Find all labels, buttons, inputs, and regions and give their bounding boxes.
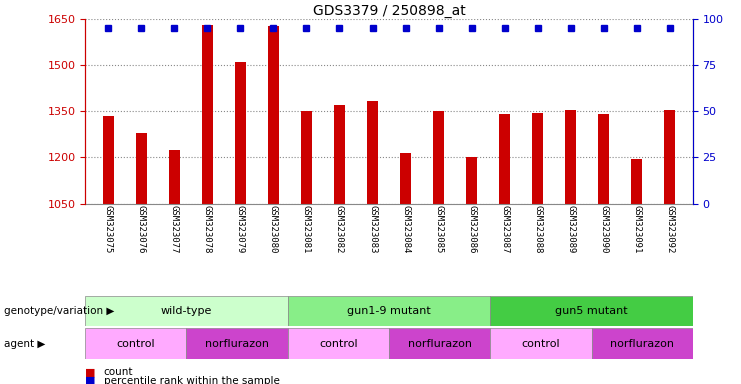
Text: GSM323080: GSM323080 xyxy=(269,205,278,254)
Text: wild-type: wild-type xyxy=(161,306,212,316)
Bar xyxy=(466,157,477,204)
Text: norflurazon: norflurazon xyxy=(610,339,674,349)
Text: GSM323075: GSM323075 xyxy=(104,205,113,254)
Bar xyxy=(664,110,676,204)
Text: GSM323083: GSM323083 xyxy=(368,205,377,254)
Text: control: control xyxy=(319,339,358,349)
Bar xyxy=(598,114,609,204)
Bar xyxy=(389,328,491,359)
Text: GSM323087: GSM323087 xyxy=(500,205,509,254)
Text: GSM323082: GSM323082 xyxy=(335,205,344,254)
Bar xyxy=(399,153,411,204)
Text: percentile rank within the sample: percentile rank within the sample xyxy=(104,376,279,384)
Bar xyxy=(268,26,279,204)
Bar xyxy=(591,328,693,359)
Title: GDS3379 / 250898_at: GDS3379 / 250898_at xyxy=(313,4,465,18)
Text: GSM323092: GSM323092 xyxy=(665,205,674,254)
Bar xyxy=(169,150,180,204)
Text: norflurazon: norflurazon xyxy=(205,339,269,349)
Text: GSM323079: GSM323079 xyxy=(236,205,245,254)
Bar xyxy=(288,296,491,326)
Bar xyxy=(367,101,379,204)
Bar xyxy=(136,133,147,204)
Text: count: count xyxy=(104,367,133,377)
Bar xyxy=(288,328,389,359)
Bar xyxy=(202,25,213,204)
Text: GSM323078: GSM323078 xyxy=(203,205,212,254)
Bar xyxy=(565,110,576,204)
Text: genotype/variation ▶: genotype/variation ▶ xyxy=(4,306,114,316)
Bar xyxy=(85,328,187,359)
Bar xyxy=(85,296,288,326)
Text: GSM323091: GSM323091 xyxy=(632,205,641,254)
Text: gun1-9 mutant: gun1-9 mutant xyxy=(347,306,431,316)
Bar xyxy=(301,111,312,204)
Text: ■: ■ xyxy=(85,367,96,377)
Bar xyxy=(333,105,345,204)
Bar xyxy=(499,114,511,204)
Bar xyxy=(631,159,642,204)
Bar xyxy=(235,62,246,204)
Text: norflurazon: norflurazon xyxy=(408,339,472,349)
Text: GSM323085: GSM323085 xyxy=(434,205,443,254)
Text: GSM323081: GSM323081 xyxy=(302,205,311,254)
Bar xyxy=(532,113,543,204)
Text: GSM323088: GSM323088 xyxy=(533,205,542,254)
Bar xyxy=(491,296,693,326)
Text: agent ▶: agent ▶ xyxy=(4,339,45,349)
Text: control: control xyxy=(522,339,560,349)
Bar xyxy=(491,328,591,359)
Bar xyxy=(187,328,288,359)
Bar xyxy=(433,111,445,204)
Text: GSM323086: GSM323086 xyxy=(467,205,476,254)
Bar xyxy=(102,116,114,204)
Text: GSM323089: GSM323089 xyxy=(566,205,575,254)
Text: GSM323090: GSM323090 xyxy=(599,205,608,254)
Text: GSM323076: GSM323076 xyxy=(137,205,146,254)
Text: gun5 mutant: gun5 mutant xyxy=(555,306,628,316)
Text: GSM323084: GSM323084 xyxy=(401,205,410,254)
Text: GSM323077: GSM323077 xyxy=(170,205,179,254)
Text: ■: ■ xyxy=(85,376,96,384)
Text: control: control xyxy=(116,339,155,349)
